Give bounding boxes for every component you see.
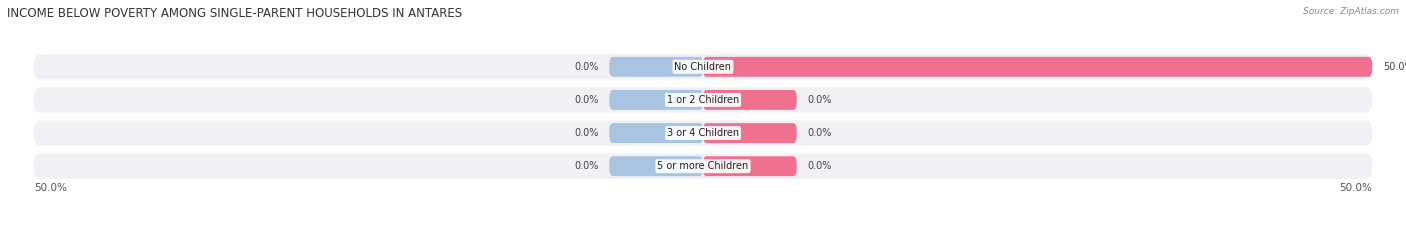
Text: Source: ZipAtlas.com: Source: ZipAtlas.com bbox=[1303, 7, 1399, 16]
FancyBboxPatch shape bbox=[609, 123, 703, 143]
FancyBboxPatch shape bbox=[703, 57, 1372, 77]
FancyBboxPatch shape bbox=[34, 54, 1372, 79]
Text: 1 or 2 Children: 1 or 2 Children bbox=[666, 95, 740, 105]
Text: 0.0%: 0.0% bbox=[807, 95, 832, 105]
Text: 50.0%: 50.0% bbox=[34, 183, 66, 193]
Text: 0.0%: 0.0% bbox=[574, 62, 599, 72]
Text: 0.0%: 0.0% bbox=[574, 95, 599, 105]
Text: 3 or 4 Children: 3 or 4 Children bbox=[666, 128, 740, 138]
Text: 50.0%: 50.0% bbox=[1384, 62, 1406, 72]
FancyBboxPatch shape bbox=[34, 154, 1372, 179]
Text: 5 or more Children: 5 or more Children bbox=[658, 161, 748, 171]
Text: 0.0%: 0.0% bbox=[574, 128, 599, 138]
Text: No Children: No Children bbox=[675, 62, 731, 72]
FancyBboxPatch shape bbox=[609, 90, 703, 110]
FancyBboxPatch shape bbox=[609, 57, 703, 77]
FancyBboxPatch shape bbox=[609, 156, 703, 176]
FancyBboxPatch shape bbox=[703, 90, 797, 110]
FancyBboxPatch shape bbox=[34, 120, 1372, 146]
Text: 0.0%: 0.0% bbox=[807, 128, 832, 138]
Text: 0.0%: 0.0% bbox=[807, 161, 832, 171]
FancyBboxPatch shape bbox=[703, 123, 797, 143]
Text: 50.0%: 50.0% bbox=[1340, 183, 1372, 193]
Text: 0.0%: 0.0% bbox=[574, 161, 599, 171]
FancyBboxPatch shape bbox=[703, 156, 797, 176]
FancyBboxPatch shape bbox=[34, 87, 1372, 113]
Text: INCOME BELOW POVERTY AMONG SINGLE-PARENT HOUSEHOLDS IN ANTARES: INCOME BELOW POVERTY AMONG SINGLE-PARENT… bbox=[7, 7, 463, 20]
